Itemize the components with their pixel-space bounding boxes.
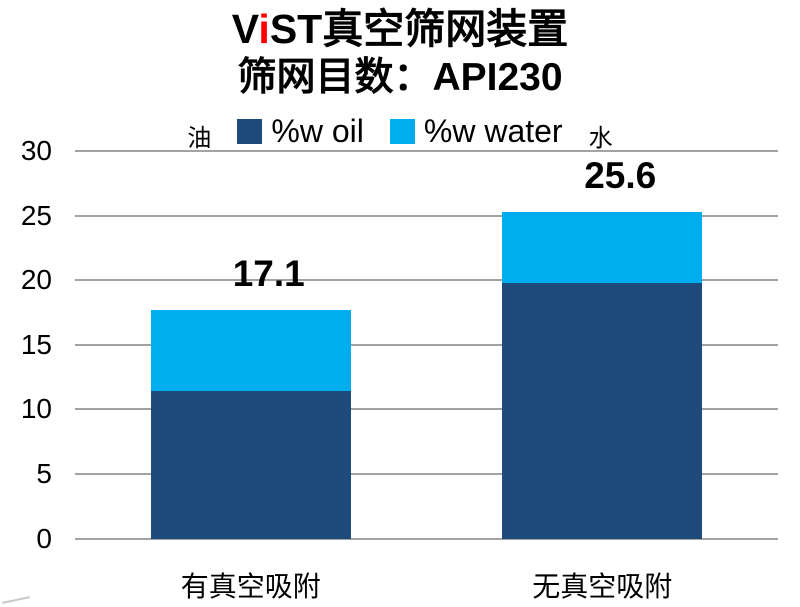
gridline	[75, 472, 778, 475]
y-axis-tick-label: 25	[20, 199, 52, 231]
y-axis-tick-label: 20	[20, 264, 52, 296]
title-text-rest: ST真空筛网装置	[269, 6, 569, 52]
bar-segment-oil	[502, 282, 703, 539]
bar-total-label: 25.6	[584, 154, 657, 196]
legend-label-oil: %w oil	[271, 113, 364, 149]
chart-title: ViST真空筛网装置 筛网目数：API230	[0, 4, 800, 102]
chart-title-line1: ViST真空筛网装置	[0, 4, 800, 54]
bar-segment-oil	[150, 391, 351, 539]
category-label: 无真空吸附	[532, 571, 673, 602]
gridline	[75, 537, 778, 540]
y-axis-tick-label: 15	[20, 328, 52, 360]
y-axis-tick-label: 0	[36, 522, 52, 554]
category-label: 有真空吸附	[180, 571, 321, 602]
legend: 油 %w oil %w water 水	[0, 110, 800, 153]
oil-swatch-icon	[237, 119, 263, 144]
gridline	[75, 343, 778, 346]
legend-label-water: %w water	[423, 113, 563, 149]
bar-segment-water	[150, 309, 351, 392]
title-text-v: V	[231, 6, 259, 52]
bar-total-label: 17.1	[232, 252, 305, 294]
title-red-i: i	[258, 6, 270, 52]
water-swatch-icon	[389, 119, 415, 144]
y-axis-tick-label: 5	[36, 457, 52, 489]
legend-annotation-water: 水	[588, 125, 613, 152]
bar-segment-water	[502, 211, 703, 283]
y-axis-tick-label: 30	[20, 135, 52, 166]
legend-item-water: %w water	[389, 113, 563, 150]
gridline	[75, 214, 778, 217]
gridline	[75, 150, 778, 152]
chart-title-line2: 筛网目数：API230	[237, 56, 563, 99]
y-axis-tick-label: 10	[20, 393, 52, 425]
legend-annotation-oil: 油	[187, 125, 212, 152]
legend-item-oil: %w oil	[237, 113, 364, 150]
gridline	[75, 279, 778, 282]
gridline	[75, 408, 778, 411]
